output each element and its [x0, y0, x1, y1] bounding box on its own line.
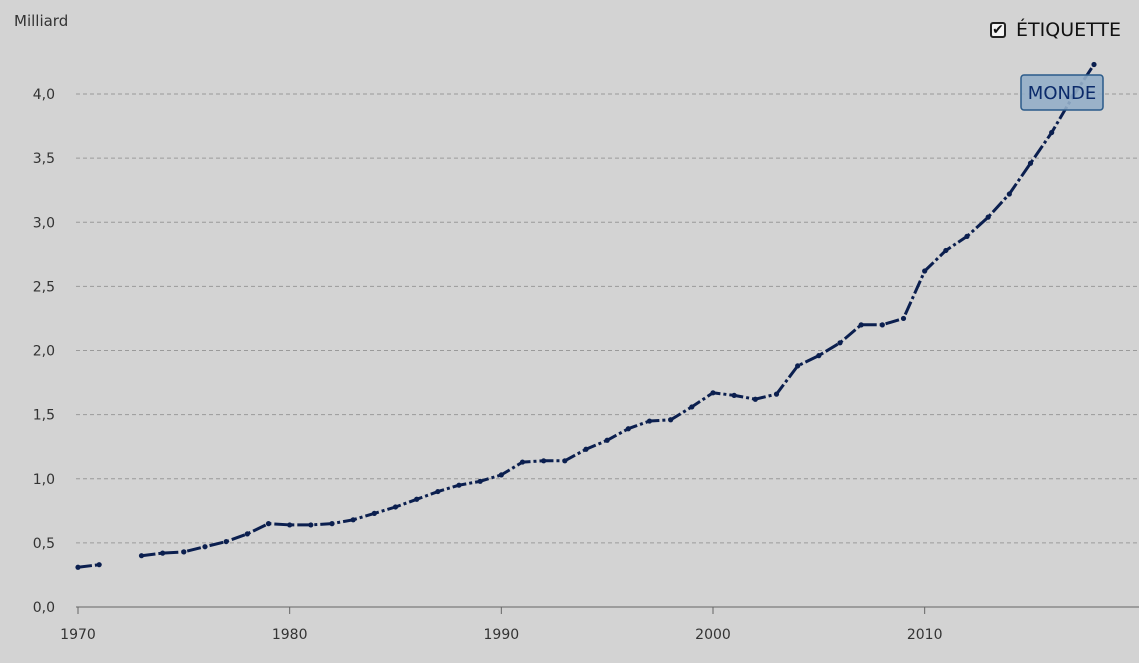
- data-point[interactable]: [371, 510, 377, 516]
- data-point[interactable]: [900, 315, 907, 322]
- y-tick-label: 0,5: [33, 536, 55, 552]
- data-point[interactable]: [646, 418, 653, 424]
- data-point[interactable]: [541, 458, 547, 464]
- data-point[interactable]: [837, 340, 843, 346]
- data-point[interactable]: [964, 233, 970, 239]
- data-point[interactable]: [308, 522, 314, 528]
- y-tick-label: 3,5: [33, 151, 55, 167]
- data-point[interactable]: [1091, 61, 1097, 68]
- x-axis-ticks: 1970 1980 1990 2000 2010: [60, 607, 942, 643]
- data-point[interactable]: [96, 562, 102, 568]
- data-point[interactable]: [1027, 160, 1034, 166]
- data-point[interactable]: [985, 214, 991, 220]
- data-point[interactable]: [435, 488, 441, 495]
- series-line: [141, 63, 1096, 558]
- data-point[interactable]: [75, 564, 81, 570]
- data-point[interactable]: [668, 417, 674, 423]
- y-axis-ticks: 0,0 0,5 1,0 1,5 2,0 2,5 3,0 3,5 4,0: [33, 87, 55, 616]
- data-point[interactable]: [583, 446, 589, 452]
- data-point[interactable]: [858, 322, 864, 328]
- label-toggle[interactable]: ✔ ÉTIQUETTE: [990, 19, 1121, 41]
- data-point[interactable]: [562, 458, 568, 464]
- x-tick-label: 2010: [907, 627, 943, 643]
- data-point[interactable]: [138, 553, 145, 559]
- x-tick-label: 1990: [484, 627, 520, 643]
- series-line: [77, 563, 100, 569]
- y-tick-label: 2,5: [33, 279, 55, 295]
- data-point[interactable]: [604, 437, 610, 443]
- data-point[interactable]: [350, 517, 356, 523]
- series-label-box: [1020, 74, 1104, 111]
- x-tick-label: 1980: [272, 627, 308, 643]
- data-point[interactable]: [922, 268, 928, 274]
- data-point[interactable]: [1049, 129, 1055, 136]
- data-point[interactable]: [773, 391, 780, 397]
- data-point[interactable]: [625, 426, 631, 432]
- series-label-text: MONDE: [1028, 83, 1096, 104]
- x-tick-label: 1970: [60, 627, 96, 643]
- x-tick-label: 2000: [695, 627, 731, 643]
- y-tick-label: 1,5: [33, 408, 55, 424]
- series-label: MONDE: [1020, 74, 1104, 111]
- data-point[interactable]: [181, 549, 187, 555]
- data-point[interactable]: [498, 472, 504, 478]
- data-point[interactable]: [519, 459, 526, 465]
- y-tick-label: 3,0: [33, 215, 55, 231]
- data-point[interactable]: [265, 521, 272, 527]
- label-checkbox[interactable]: ✔: [990, 22, 1007, 38]
- data-point[interactable]: [731, 392, 737, 398]
- grid-lines: [76, 93, 1139, 544]
- data-point[interactable]: [816, 353, 822, 359]
- data-point[interactable]: [392, 504, 399, 510]
- y-tick-label: 4,0: [33, 87, 55, 103]
- y-unit-label: Milliard: [14, 12, 68, 30]
- series-layer: MONDE: [75, 61, 1104, 570]
- data-point[interactable]: [879, 322, 885, 328]
- data-point[interactable]: [795, 363, 801, 369]
- y-tick-label: 0,0: [33, 600, 55, 616]
- data-point[interactable]: [710, 390, 716, 396]
- data-point[interactable]: [477, 478, 483, 484]
- data-point[interactable]: [329, 521, 335, 527]
- label-checkbox-text: ÉTIQUETTE: [1016, 19, 1121, 41]
- data-point[interactable]: [202, 544, 208, 550]
- data-point[interactable]: [244, 531, 250, 537]
- data-point[interactable]: [287, 522, 293, 528]
- check-mark-icon: ✔: [992, 22, 1004, 38]
- data-point[interactable]: [223, 538, 229, 545]
- y-tick-label: 1,0: [33, 472, 55, 488]
- data-point[interactable]: [414, 496, 420, 502]
- data-point[interactable]: [1006, 191, 1012, 197]
- data-point[interactable]: [689, 404, 695, 410]
- data-point[interactable]: [943, 247, 949, 254]
- data-point[interactable]: [752, 396, 758, 402]
- y-tick-label: 2,0: [33, 344, 55, 360]
- data-point[interactable]: [160, 550, 166, 556]
- data-point[interactable]: [456, 482, 462, 488]
